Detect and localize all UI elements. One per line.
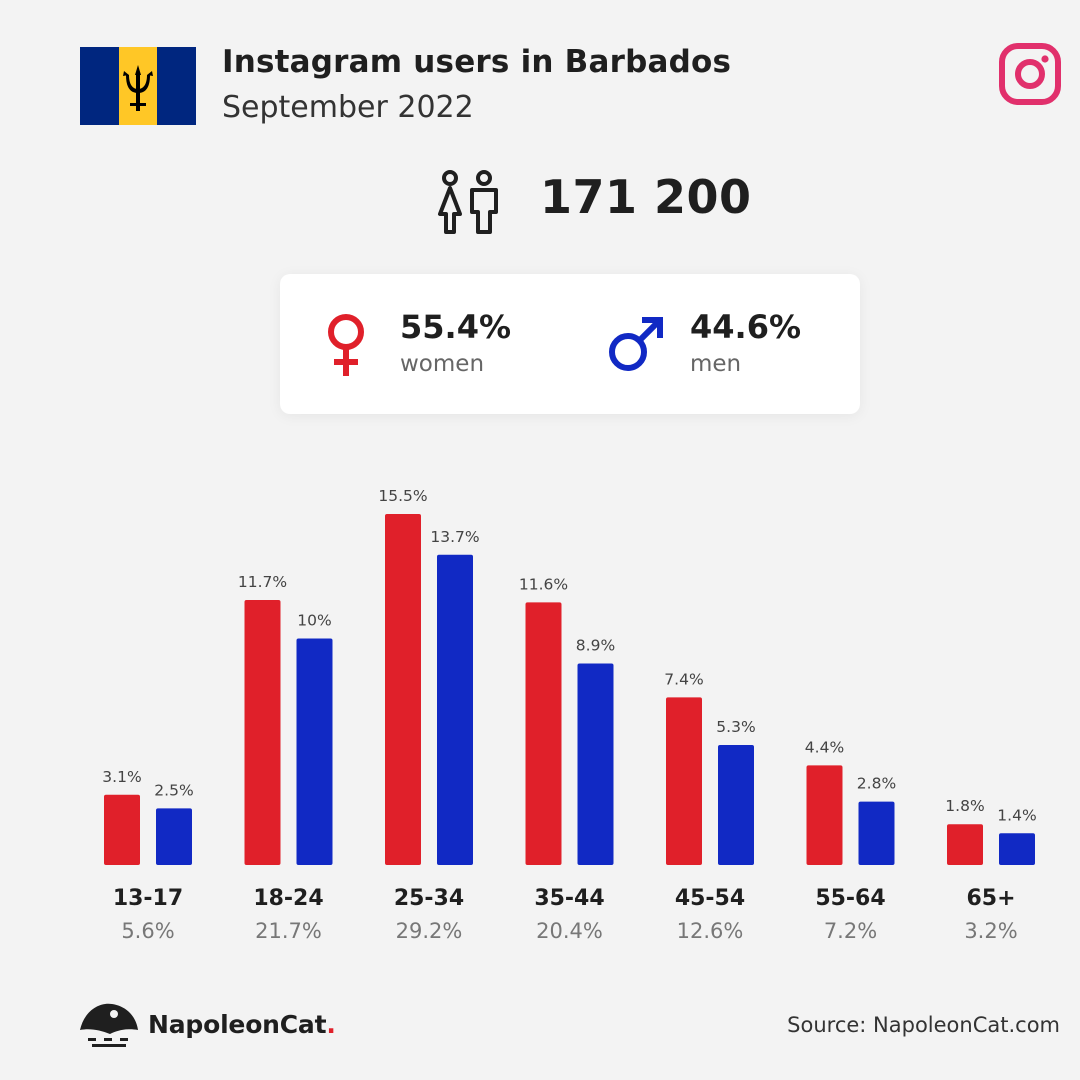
age-gender-bar-chart: 3.1% 2.5% 13-17 5.6% 11.7% 10% 18-24 21.7% 15.5%… xyxy=(102,487,1036,943)
bar-women-45-54 xyxy=(666,697,702,865)
category-label-18-24: 18-24 xyxy=(253,886,323,911)
page-subtitle: September 2022 xyxy=(222,90,474,125)
gender-card: 55.4% women 44.6% men xyxy=(280,274,860,414)
data-label-men-13-17: 2.5% xyxy=(154,781,193,799)
page-title: Instagram users in Barbados xyxy=(222,44,732,80)
brand-dot: . xyxy=(326,1010,336,1039)
category-label-25-34: 25-34 xyxy=(394,886,464,911)
men-percent: 44.6% xyxy=(690,308,802,346)
category-total-13-17: 5.6% xyxy=(121,919,174,943)
men-label: men xyxy=(690,351,742,377)
data-label-men-55-64: 2.8% xyxy=(857,775,896,793)
category-label-45-54: 45-54 xyxy=(675,886,745,911)
bar-women-65+ xyxy=(947,824,983,865)
data-label-men-35-44: 8.9% xyxy=(576,636,615,654)
brand-name: NapoleonCat. xyxy=(148,1010,336,1039)
bar-women-35-44 xyxy=(525,602,562,865)
category-label-65+: 65+ xyxy=(966,886,1015,911)
data-label-women-35-44: 11.6% xyxy=(519,575,568,593)
male-symbol-icon xyxy=(609,317,663,371)
data-label-men-18-24: 10% xyxy=(297,612,331,630)
barbados-flag xyxy=(80,47,197,125)
bar-men-35-44 xyxy=(577,663,614,865)
data-label-women-55-64: 4.4% xyxy=(805,738,844,756)
women-percent: 55.4% xyxy=(400,308,512,346)
category-label-13-17: 13-17 xyxy=(113,886,183,911)
female-symbol-icon xyxy=(328,314,364,376)
category-total-18-24: 21.7% xyxy=(255,919,322,943)
data-label-women-18-24: 11.7% xyxy=(238,573,287,591)
category-total-45-54: 12.6% xyxy=(677,919,744,943)
bar-men-25-34 xyxy=(437,554,473,865)
bar-men-13-17 xyxy=(156,808,192,865)
brand-name-text: NapoleonCat xyxy=(148,1010,327,1039)
flag-band-left xyxy=(80,47,119,125)
bar-men-65+ xyxy=(999,833,1035,865)
category-label-55-64: 55-64 xyxy=(815,886,885,911)
people-icon xyxy=(438,170,498,234)
napoleoncat-logo-icon xyxy=(80,1003,138,1047)
bar-women-55-64 xyxy=(806,765,843,865)
data-label-women-25-34: 15.5% xyxy=(378,487,427,505)
bar-women-13-17 xyxy=(104,794,140,865)
data-label-men-45-54: 5.3% xyxy=(716,718,755,736)
instagram-icon xyxy=(999,43,1061,105)
trident-icon xyxy=(123,65,153,111)
bar-men-45-54 xyxy=(718,744,754,865)
data-label-men-65+: 1.4% xyxy=(997,806,1036,824)
data-label-women-45-54: 7.4% xyxy=(664,670,703,688)
data-label-men-25-34: 13.7% xyxy=(430,528,479,546)
bar-women-25-34 xyxy=(385,514,421,865)
category-total-55-64: 7.2% xyxy=(824,919,877,943)
data-label-women-65+: 1.8% xyxy=(945,797,984,815)
bar-women-18-24 xyxy=(244,600,281,865)
total-users: 171 200 xyxy=(540,170,752,224)
bar-men-18-24 xyxy=(296,638,333,865)
flag-band-right xyxy=(157,47,197,125)
category-total-35-44: 20.4% xyxy=(536,919,603,943)
category-total-65+: 3.2% xyxy=(964,919,1017,943)
data-label-women-13-17: 3.1% xyxy=(102,768,141,786)
category-label-35-44: 35-44 xyxy=(534,886,604,911)
women-label: women xyxy=(400,351,485,377)
bar-men-55-64 xyxy=(858,801,895,865)
category-total-25-34: 29.2% xyxy=(396,919,463,943)
source-text: Source: NapoleonCat.com xyxy=(787,1013,1060,1037)
